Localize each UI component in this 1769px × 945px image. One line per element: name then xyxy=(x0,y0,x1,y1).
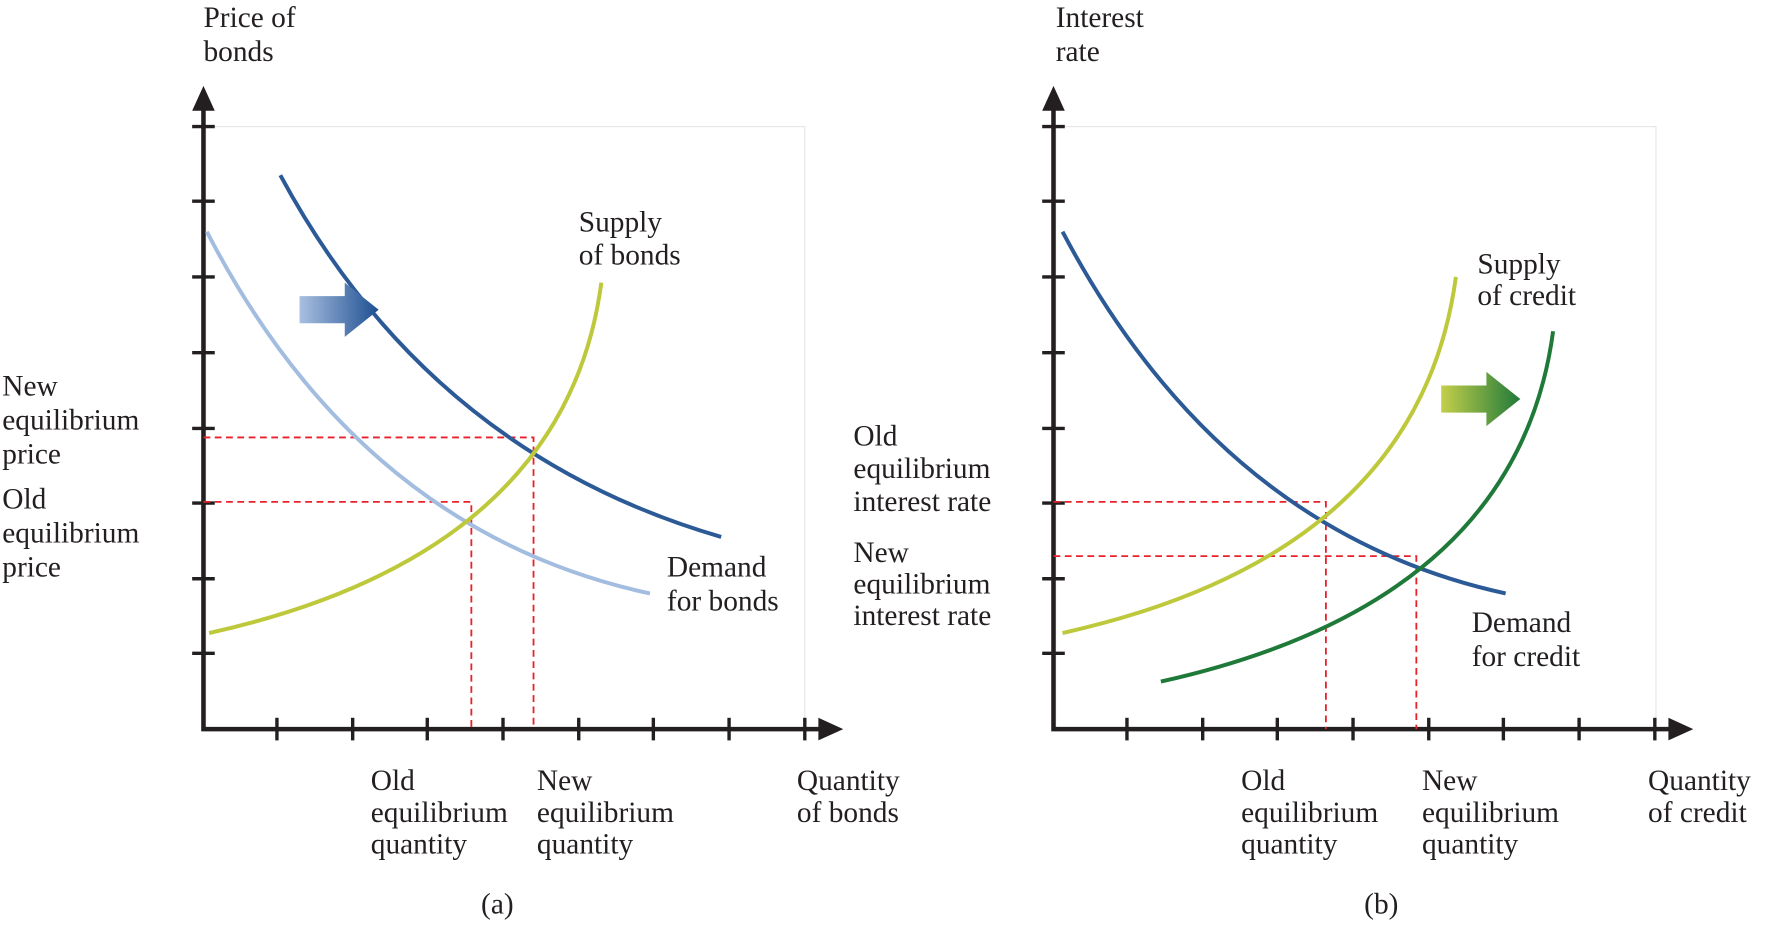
y-axis-label: rate xyxy=(1056,36,1100,68)
y-marker-label: equilibrium xyxy=(2,405,139,437)
y-marker-label: equilibrium xyxy=(853,453,990,485)
x-axis-label: Quantity xyxy=(1648,765,1751,797)
y-marker-label: Old xyxy=(853,420,897,452)
x-axis-label: of bonds xyxy=(797,797,899,829)
plot-area xyxy=(205,126,806,730)
y-marker-label: price xyxy=(2,551,61,583)
x-marker-label: equilibrium xyxy=(537,797,674,829)
demand-label: for bonds xyxy=(667,585,779,617)
equilibrium-guides xyxy=(1053,500,1418,730)
supply-label: Supply xyxy=(1477,249,1561,281)
y-marker-label: New xyxy=(853,537,909,569)
y-axis-label: bonds xyxy=(203,36,273,68)
demand-label: Demand xyxy=(1472,607,1572,639)
old-supply-curve xyxy=(1062,276,1458,635)
old-demand-curve xyxy=(205,230,651,596)
x-marker-label: Old xyxy=(1241,765,1285,797)
x-arrow xyxy=(818,717,844,741)
y-marker-label: price xyxy=(2,438,61,470)
x-axis-label: of credit xyxy=(1648,797,1747,829)
y-marker-label: interest rate xyxy=(853,486,991,518)
y-axis-label: Interest xyxy=(1056,2,1144,34)
demand-label: for credit xyxy=(1472,641,1580,673)
x-marker-label: quantity xyxy=(371,828,468,860)
x-marker-label: quantity xyxy=(537,828,634,860)
y-marker-label: Old xyxy=(2,484,46,516)
new-demand-curve xyxy=(278,174,722,539)
panel-a: Price of bonds Supply of bonds Demand fo… xyxy=(2,2,900,920)
y-arrow xyxy=(1042,85,1065,111)
x-marker-label: New xyxy=(537,765,593,797)
y-marker-label: equilibrium xyxy=(2,518,139,550)
ticks xyxy=(1042,124,1657,741)
y-axis-label: Price of xyxy=(203,2,295,34)
supply-label: of credit xyxy=(1477,280,1576,312)
axes xyxy=(1051,107,1673,732)
shift-arrow xyxy=(299,282,379,337)
demand-curve xyxy=(1060,230,1507,596)
y-arrow xyxy=(192,85,215,111)
axes xyxy=(201,107,823,732)
panel-caption: (a) xyxy=(481,888,514,920)
y-marker-label: interest rate xyxy=(853,600,991,632)
x-marker-label: equilibrium xyxy=(371,797,508,829)
supply-label: of bonds xyxy=(579,240,681,272)
x-marker-label: equilibrium xyxy=(1422,797,1559,829)
supply-label: Supply xyxy=(579,207,663,239)
y-marker-label: equilibrium xyxy=(853,568,990,600)
supply-curve xyxy=(208,282,604,635)
x-marker-label: New xyxy=(1422,765,1478,797)
panel-b: Interest rate Supply of credit Demand fo… xyxy=(853,2,1751,920)
new-supply-curve xyxy=(1160,330,1556,684)
x-marker-label: quantity xyxy=(1241,828,1338,860)
x-arrow xyxy=(1668,717,1694,741)
ticks xyxy=(192,124,807,741)
x-marker-label: Old xyxy=(371,765,415,797)
demand-label: Demand xyxy=(667,551,767,583)
panel-caption: (b) xyxy=(1364,888,1398,920)
equilibrium-guides xyxy=(203,436,535,730)
x-axis-label: Quantity xyxy=(797,765,900,797)
plot-area xyxy=(1055,126,1657,730)
y-marker-label: New xyxy=(2,371,58,403)
x-marker-label: equilibrium xyxy=(1241,797,1378,829)
x-marker-label: quantity xyxy=(1422,828,1519,860)
